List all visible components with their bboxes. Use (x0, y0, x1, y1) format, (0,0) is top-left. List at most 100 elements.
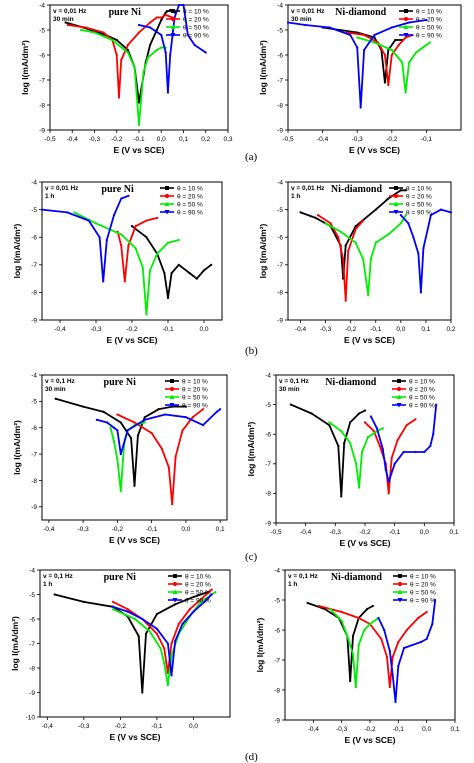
y-axis-title: log I(mA/dm²) (12, 420, 22, 475)
data-point (377, 616, 380, 620)
legend-entry: θ = 90 % (185, 597, 211, 604)
legend-marker (164, 201, 170, 206)
panel-title: Ni-diamond (335, 7, 387, 18)
plot-frame (287, 181, 452, 321)
panel-info-text: 1 h (288, 581, 297, 588)
data-point (126, 48, 129, 52)
data-point (141, 617, 144, 621)
data-point (126, 610, 129, 613)
data-point (119, 421, 122, 424)
x-axis-title: E (V vs SCE) (349, 145, 400, 155)
data-point (184, 405, 187, 408)
legend-entry: θ = 50 % (410, 589, 436, 596)
data-point (215, 410, 218, 414)
y-tick-label: -6 (31, 235, 37, 242)
data-point (145, 219, 148, 222)
x-tick-label: -0,2 (111, 136, 123, 143)
x-tick-label: -0,2 (364, 726, 376, 733)
data-point (374, 241, 377, 244)
panel-info-text: v = 0,1 Hz (288, 573, 319, 580)
series-line-2 (116, 217, 158, 283)
y-axis-title: log I(mA/dm²) (10, 616, 20, 671)
x-axis-title: E (V vs SCE) (113, 145, 164, 155)
data-point (402, 450, 405, 454)
data-point (82, 600, 85, 603)
data-point (149, 43, 152, 47)
data-point (328, 26, 331, 29)
y-tick-label: -5 (31, 207, 37, 214)
legend-entry: θ = 20 % (406, 193, 432, 200)
data-point (314, 216, 317, 219)
y-tick-label: -9 (39, 127, 45, 134)
data-point (431, 622, 434, 626)
data-point (129, 437, 133, 440)
data-point (349, 441, 352, 445)
data-point (417, 616, 420, 620)
data-point (66, 211, 69, 214)
panel-info-text: 30 min (291, 16, 312, 23)
legend-marker (170, 379, 174, 383)
data-point (383, 53, 386, 57)
data-point (166, 296, 170, 300)
x-tick-label: 0,0 (396, 326, 405, 333)
data-point (143, 418, 146, 421)
series-line-1 (55, 397, 186, 487)
x-tick-label: -0,4 (295, 326, 307, 333)
series-line-1 (290, 403, 366, 498)
data-point (394, 700, 397, 704)
data-point (201, 423, 205, 427)
data-point (112, 214, 116, 217)
legend-marker (172, 589, 178, 594)
x-tick-label: -0,3 (352, 136, 364, 143)
legend-entry: θ = 20 % (185, 581, 211, 588)
data-point (357, 643, 360, 647)
x-tick-label: -0,2 (345, 326, 357, 333)
data-point (428, 41, 431, 44)
panel-info-text: v = 0,1 Hz (279, 378, 310, 385)
data-point (367, 294, 370, 297)
y-tick-label: -9 (274, 717, 280, 724)
data-point (163, 662, 166, 665)
data-point (310, 412, 313, 415)
data-point (357, 412, 361, 415)
data-point (388, 685, 391, 689)
legend-marker (394, 186, 398, 190)
data-point (347, 249, 350, 253)
data-point (412, 236, 415, 239)
legend-entry: θ = 90 % (409, 402, 435, 409)
data-point (133, 66, 136, 69)
y-tick-label: -5 (29, 592, 35, 599)
series-line-1 (307, 602, 374, 682)
data-point (181, 429, 184, 432)
data-point (405, 628, 408, 632)
data-point (404, 214, 407, 217)
data-point (354, 685, 357, 689)
legend-entry: θ = 10 % (409, 378, 435, 385)
data-point (133, 484, 136, 487)
legend-entry: θ = 20 % (183, 16, 209, 23)
data-point (363, 421, 367, 424)
data-point (126, 608, 129, 611)
legend-marker (172, 581, 178, 587)
legend-entry: θ = 90 % (406, 209, 432, 216)
series-line-3 (328, 421, 384, 489)
data-point (188, 608, 191, 611)
data-point (397, 43, 400, 47)
data-point (105, 421, 109, 424)
data-point (111, 608, 115, 611)
data-point (204, 51, 207, 54)
x-tick-label: -0,2 (115, 723, 127, 730)
panel-title: Ni-diamond (331, 572, 383, 583)
data-point (357, 616, 360, 620)
data-point (399, 214, 402, 217)
data-point (407, 222, 410, 225)
row-label-d: (d) (245, 751, 258, 763)
data-point (167, 466, 170, 469)
y-tick-label: -7 (31, 451, 37, 458)
legend-marker (172, 598, 178, 603)
data-point (177, 238, 180, 242)
data-point (351, 652, 355, 656)
x-tick-label: -0,1 (133, 136, 145, 143)
data-point (324, 222, 327, 225)
data-point (387, 233, 390, 236)
